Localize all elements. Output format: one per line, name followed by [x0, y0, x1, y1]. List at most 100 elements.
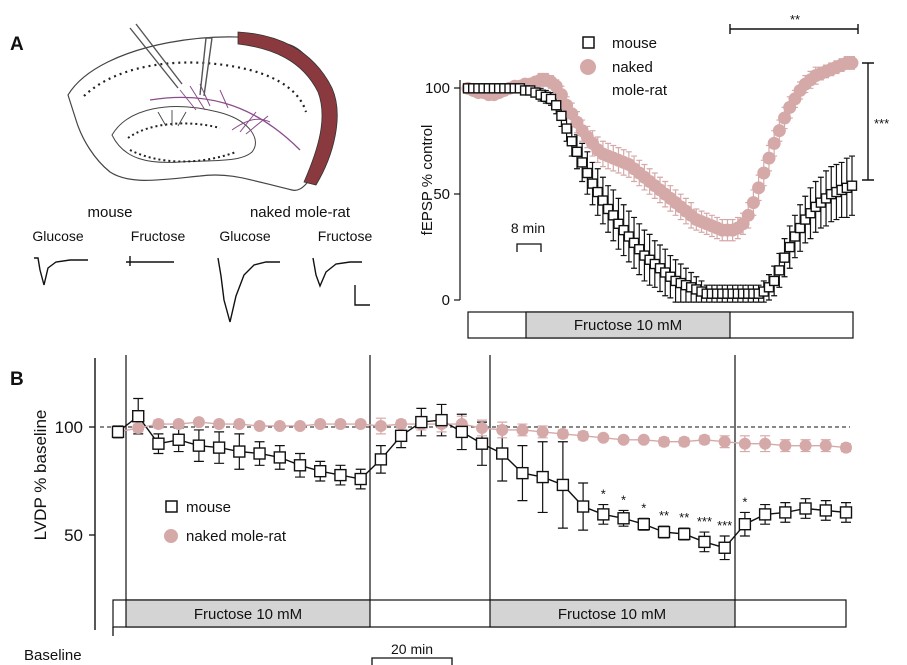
legend-b-nmr-marker	[164, 529, 178, 543]
chart-a-sig-horizontal: **	[790, 12, 800, 27]
trace-group-nmr: naked mole-rat	[250, 204, 351, 221]
chart-b-point-mouse	[758, 508, 772, 521]
chart-a-point-nmr	[762, 151, 776, 165]
chart-a-point-nmr	[752, 181, 766, 195]
chart-b-point-nmr	[759, 437, 772, 450]
chart-b-significance-mark: ***	[697, 514, 712, 529]
slice-red-band	[237, 31, 338, 186]
chart-a-legend: mouse naked mole-rat	[580, 35, 668, 99]
chart-b-point-nmr	[374, 420, 387, 433]
chart-b-point-mouse	[718, 541, 731, 554]
trace-scalebar	[354, 285, 370, 306]
chart-a-point-nmr	[772, 124, 786, 138]
chart-b-point-nmr	[840, 441, 852, 454]
chart-b-point-nmr	[617, 433, 630, 446]
chart-b-point-mouse	[394, 429, 408, 443]
chart-b-plot: * **** ** *** ****	[111, 397, 853, 561]
chart-b-ytick-50: 50	[64, 526, 83, 545]
chart-b-significance-mark: ***	[717, 518, 732, 533]
chart-b-stimulus-label-2: Fructose 10 mM	[558, 606, 666, 623]
chart-a-point-mouse	[587, 178, 598, 189]
chart-a-significance: ** ***	[729, 12, 889, 181]
trace-cond-1: Glucose	[32, 228, 84, 244]
legend-a-mouse-marker	[582, 36, 595, 49]
chart-b-point-mouse	[455, 425, 468, 439]
chart-b-point-mouse	[678, 527, 691, 541]
chart-b-point-nmr	[678, 435, 691, 448]
chart-b-point-mouse	[799, 502, 812, 515]
chart-a-point-mouse	[561, 123, 572, 134]
legend-a-nmr-line1: naked	[612, 59, 653, 76]
chart-b-point-mouse	[314, 464, 327, 478]
chart-a: fEPSP % control 100 50 0 8 min mouse nak…	[419, 12, 889, 339]
legend-b-mouse-marker	[165, 500, 178, 513]
chart-b-point-mouse	[192, 439, 206, 452]
chart-a-point-mouse	[794, 222, 806, 234]
chart-b-point-mouse	[839, 506, 853, 519]
trace-mouse-glucose	[34, 257, 88, 286]
chart-a-point-mouse	[571, 146, 583, 158]
chart-b-ytick-100: 100	[55, 418, 83, 437]
chart-b-point-mouse	[536, 470, 549, 484]
chart-a-ytick-100: 100	[425, 80, 450, 97]
chart-a-point-mouse	[779, 252, 790, 263]
trace-nmr-fructose	[312, 257, 362, 288]
chart-b-point-nmr	[718, 435, 731, 448]
chart-b-point-mouse	[293, 459, 307, 472]
chart-b-point-nmr	[536, 425, 549, 438]
chart-b-point-nmr	[314, 418, 327, 431]
chart-b-point-mouse	[212, 441, 226, 454]
chart-b-point-mouse	[496, 447, 509, 460]
chart-b-point-mouse	[253, 447, 266, 460]
chart-b-point-nmr	[192, 416, 205, 429]
chart-b-significance-mark: **	[679, 510, 689, 525]
chart-b-scalebar: 20 min	[371, 641, 453, 665]
chart-a-point-mouse	[582, 167, 593, 179]
chart-b-point-nmr	[253, 420, 266, 433]
electrode-2	[199, 37, 213, 97]
chart-a-point-nmr	[746, 196, 760, 210]
chart-b-point-nmr	[496, 423, 509, 436]
chart-b-yticks: 100 50	[55, 418, 95, 545]
chart-b-point-mouse	[819, 504, 832, 517]
chart-b-point-mouse	[738, 518, 752, 531]
chart-a-point-mouse	[846, 180, 858, 191]
chart-b: LVDP % baseline 100 50 mouse naked mole-…	[24, 355, 853, 665]
chart-b-point-nmr	[273, 420, 286, 433]
chart-b-point-nmr	[738, 437, 751, 450]
chart-b-point-mouse	[657, 525, 671, 539]
electrode-1	[129, 23, 183, 89]
chart-b-point-nmr	[779, 439, 792, 452]
chart-b-point-nmr	[172, 418, 185, 431]
chart-b-ylabel: LVDP % baseline	[31, 410, 50, 541]
chart-b-stimulus-label-1: Fructose 10 mM	[194, 606, 302, 623]
chart-b-point-nmr	[597, 431, 610, 444]
chart-a-stimulus-label: Fructose 10 mM	[574, 317, 682, 334]
chart-b-point-nmr	[658, 435, 670, 448]
chart-a-scalebar: 8 min	[511, 220, 545, 252]
chart-b-point-nmr	[294, 420, 306, 433]
chart-a-sig-vertical: ***	[874, 116, 889, 131]
chart-b-scalebar-label: 20 min	[391, 641, 433, 657]
chart-a-point-mouse	[608, 210, 619, 221]
chart-b-point-mouse	[415, 415, 428, 429]
chart-b-point-mouse	[637, 518, 650, 531]
panel-a-label: A	[10, 34, 24, 55]
legend-a-nmr-marker	[580, 59, 596, 75]
trace-cond-4: Fructose	[318, 228, 373, 244]
trace-group-mouse: mouse	[87, 204, 132, 221]
chart-b-point-mouse	[475, 437, 489, 450]
chart-b-point-mouse	[698, 535, 711, 549]
chart-b-significance-mark: *	[621, 492, 626, 507]
chart-a-point-nmr	[554, 88, 568, 102]
chart-a-point-mouse	[592, 186, 603, 198]
example-traces	[34, 256, 370, 323]
chart-b-point-mouse	[152, 437, 165, 450]
chart-b-point-mouse	[516, 466, 529, 480]
chart-b-legend: mouse naked mole-rat	[164, 499, 287, 545]
chart-b-point-nmr	[799, 439, 812, 452]
chart-b-point-nmr	[516, 423, 529, 436]
chart-b-point-nmr	[698, 433, 711, 446]
chart-a-yticks: 100 50 0	[425, 80, 460, 309]
